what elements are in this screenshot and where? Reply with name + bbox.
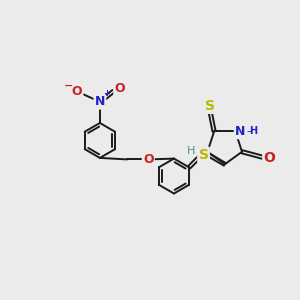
Text: O: O bbox=[263, 151, 275, 165]
Text: N: N bbox=[235, 125, 245, 138]
Text: −: − bbox=[64, 81, 74, 91]
Text: O: O bbox=[72, 85, 82, 98]
Text: –: – bbox=[246, 126, 252, 136]
Text: +: + bbox=[103, 89, 110, 98]
Text: O: O bbox=[143, 153, 154, 166]
Text: O: O bbox=[115, 82, 125, 94]
Text: N: N bbox=[95, 95, 105, 108]
Text: S: S bbox=[199, 148, 208, 162]
Text: S: S bbox=[205, 99, 214, 112]
Text: H: H bbox=[187, 146, 196, 156]
Text: H: H bbox=[249, 126, 257, 136]
